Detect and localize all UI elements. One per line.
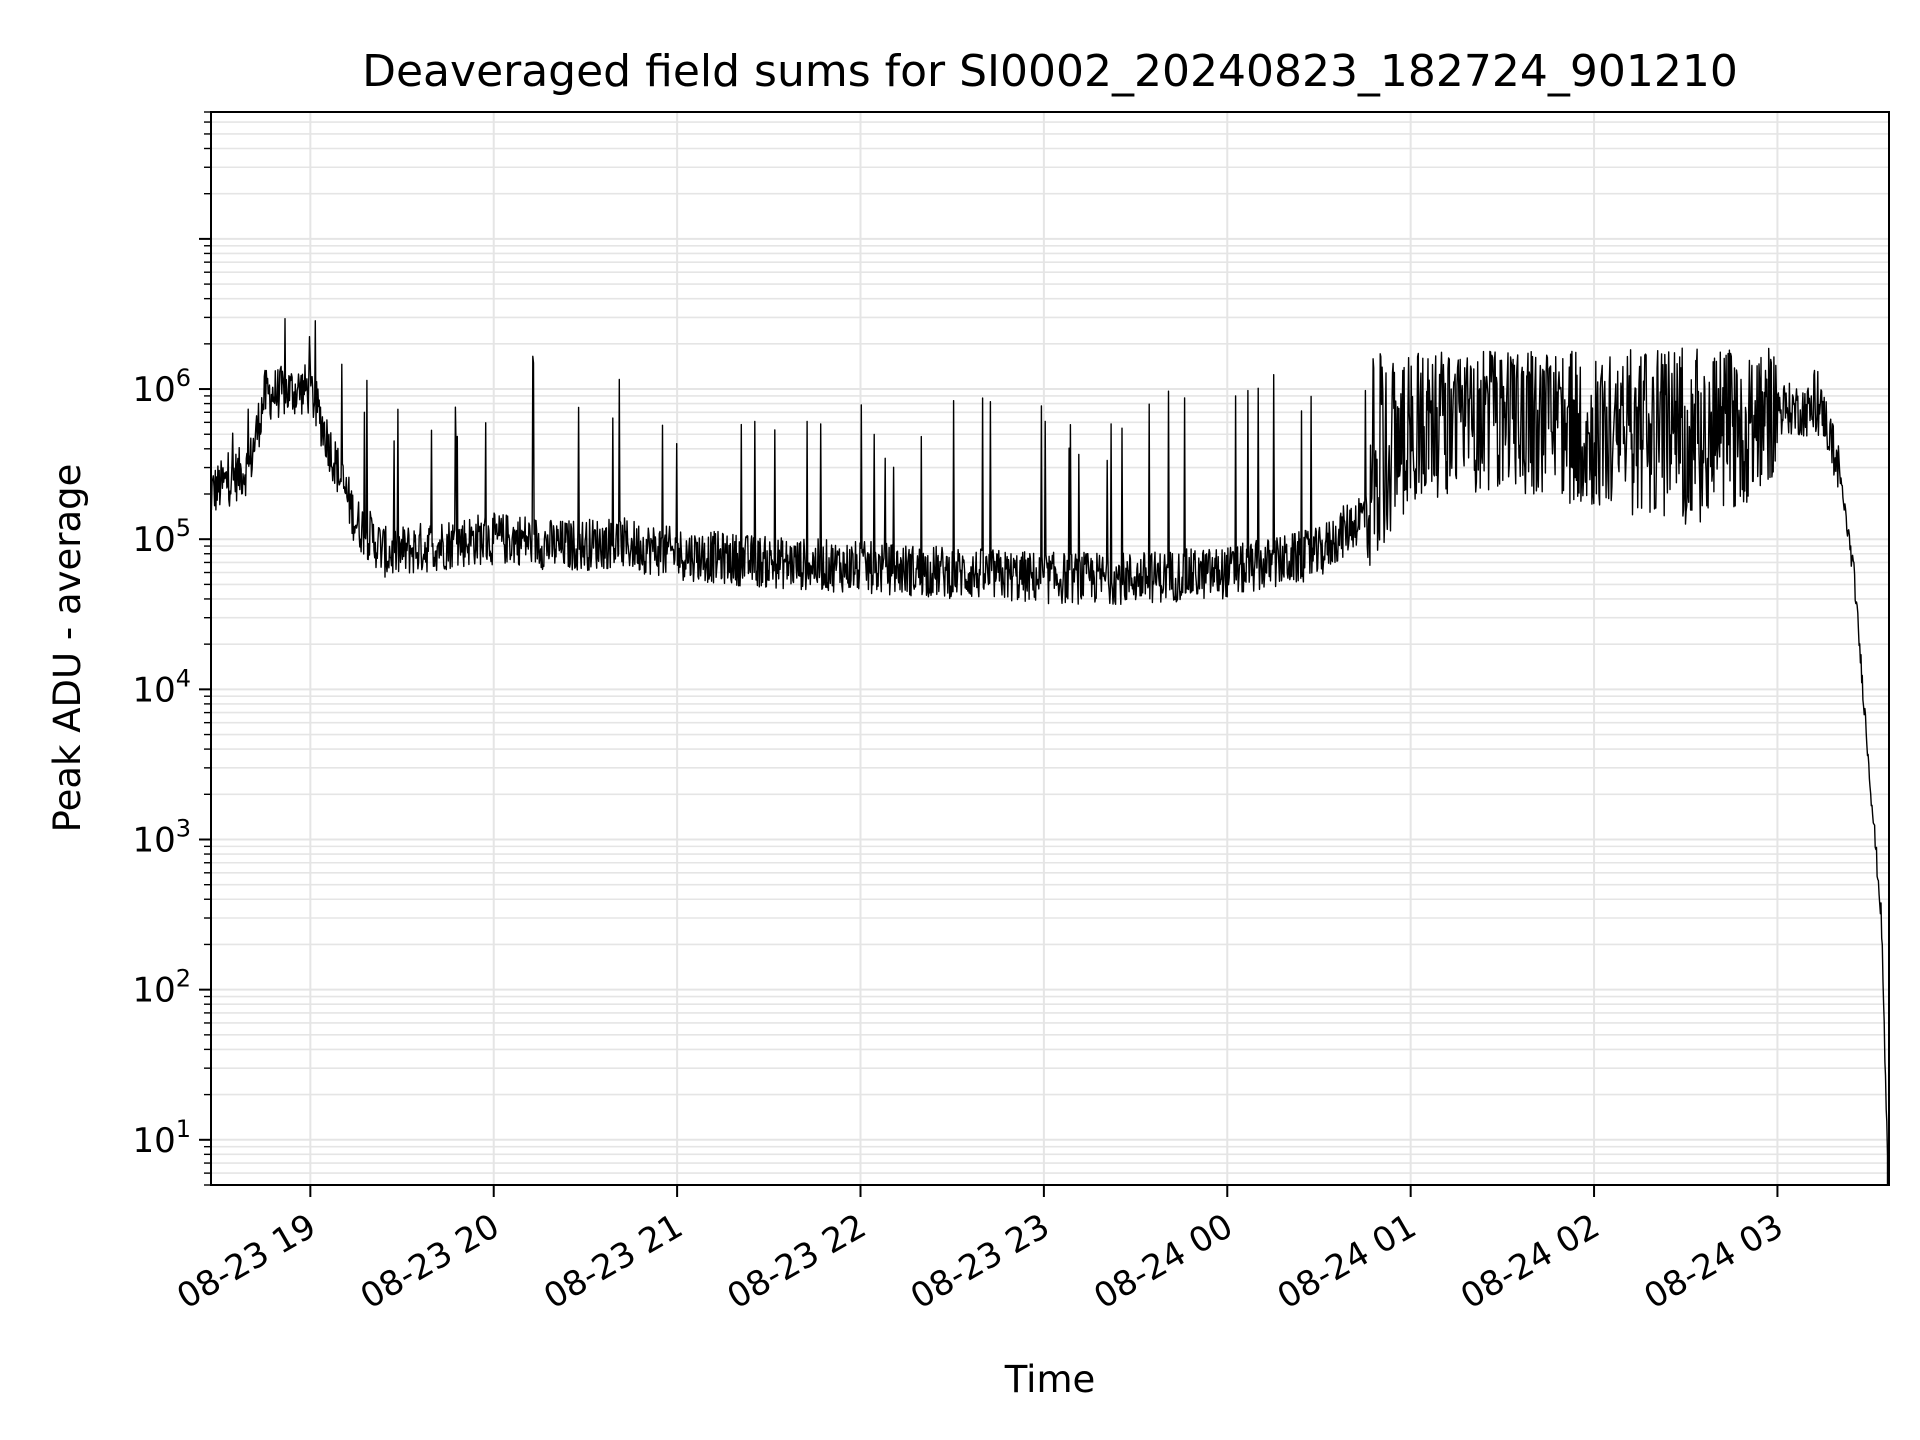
x-tick-label: 08-24 01 [1271,1206,1423,1317]
y-axis-label: Peak ADU - average [46,464,89,833]
x-axis-label: Time [1004,1358,1096,1401]
x-ticks: 08-23 19 08-23 20 08-23 21 08-23 22 08-23 23… [170,1185,1790,1317]
x-tick-label: 08-23 21 [537,1206,689,1317]
plot-frame [210,111,1890,1186]
x-tick-label: 08-23 22 [721,1206,873,1317]
x-tick-label: 08-24 00 [1087,1206,1239,1317]
y-tick-label: 101 [132,1115,191,1161]
y-tick-label: 106 [132,364,191,410]
series-line [211,318,1889,1185]
grid [211,111,1889,1186]
y-tick-label: 103 [132,814,191,860]
x-tick-label: 08-23 23 [904,1206,1056,1317]
x-tick-label: 08-23 19 [170,1206,322,1317]
chart-title: Deaveraged field sums for SI0002_2024082… [362,46,1738,97]
y-tick-label: 104 [132,664,191,710]
x-tick-label: 08-23 20 [354,1206,506,1317]
x-tick-label: 08-24 03 [1638,1206,1790,1317]
y-tick-label: 102 [132,965,191,1011]
y-tick-label: 105 [132,514,191,560]
y-ticks: 101 102 103 104 105 106 [132,111,211,1186]
x-tick-label: 08-24 02 [1454,1206,1606,1317]
